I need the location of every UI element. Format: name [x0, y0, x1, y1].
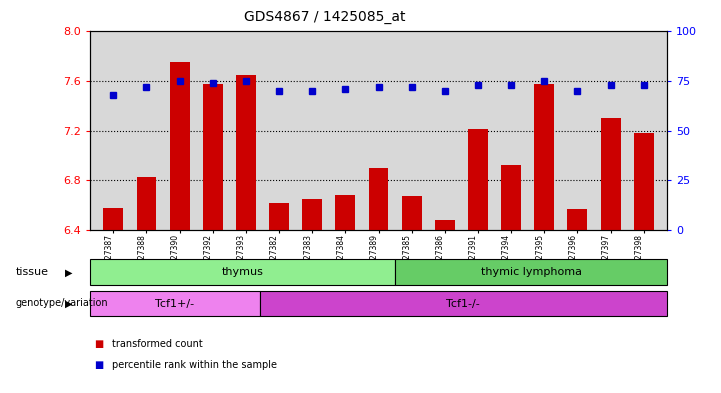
Bar	[402, 196, 422, 230]
Bar	[90, 291, 260, 316]
Text: ▶: ▶	[65, 298, 72, 309]
Text: ▶: ▶	[65, 267, 72, 277]
Bar	[601, 118, 621, 230]
Bar	[501, 165, 521, 230]
Text: thymic lymphoma: thymic lymphoma	[481, 267, 582, 277]
Text: ■: ■	[94, 360, 103, 371]
Text: ■: ■	[94, 339, 103, 349]
Text: thymus: thymus	[222, 267, 264, 277]
Text: genotype/variation: genotype/variation	[16, 298, 108, 309]
Bar	[567, 209, 588, 230]
Bar	[169, 62, 190, 230]
Bar	[136, 176, 156, 230]
Bar	[468, 129, 488, 230]
Text: percentile rank within the sample: percentile rank within the sample	[112, 360, 277, 371]
Text: GDS4867 / 1425085_at: GDS4867 / 1425085_at	[244, 10, 405, 24]
Bar	[90, 259, 396, 285]
Bar	[634, 133, 654, 230]
Text: tissue: tissue	[16, 267, 49, 277]
Bar	[368, 168, 389, 230]
Bar	[203, 84, 223, 230]
Text: Tcf1+/-: Tcf1+/-	[156, 299, 195, 309]
Bar	[236, 75, 256, 230]
Bar	[396, 259, 667, 285]
Bar	[103, 208, 123, 230]
Text: transformed count: transformed count	[112, 339, 203, 349]
Bar	[435, 220, 455, 230]
Bar	[335, 195, 355, 230]
Bar	[302, 199, 322, 230]
Bar	[269, 203, 289, 230]
Text: Tcf1-/-: Tcf1-/-	[446, 299, 480, 309]
Bar	[534, 84, 554, 230]
Bar	[260, 291, 667, 316]
